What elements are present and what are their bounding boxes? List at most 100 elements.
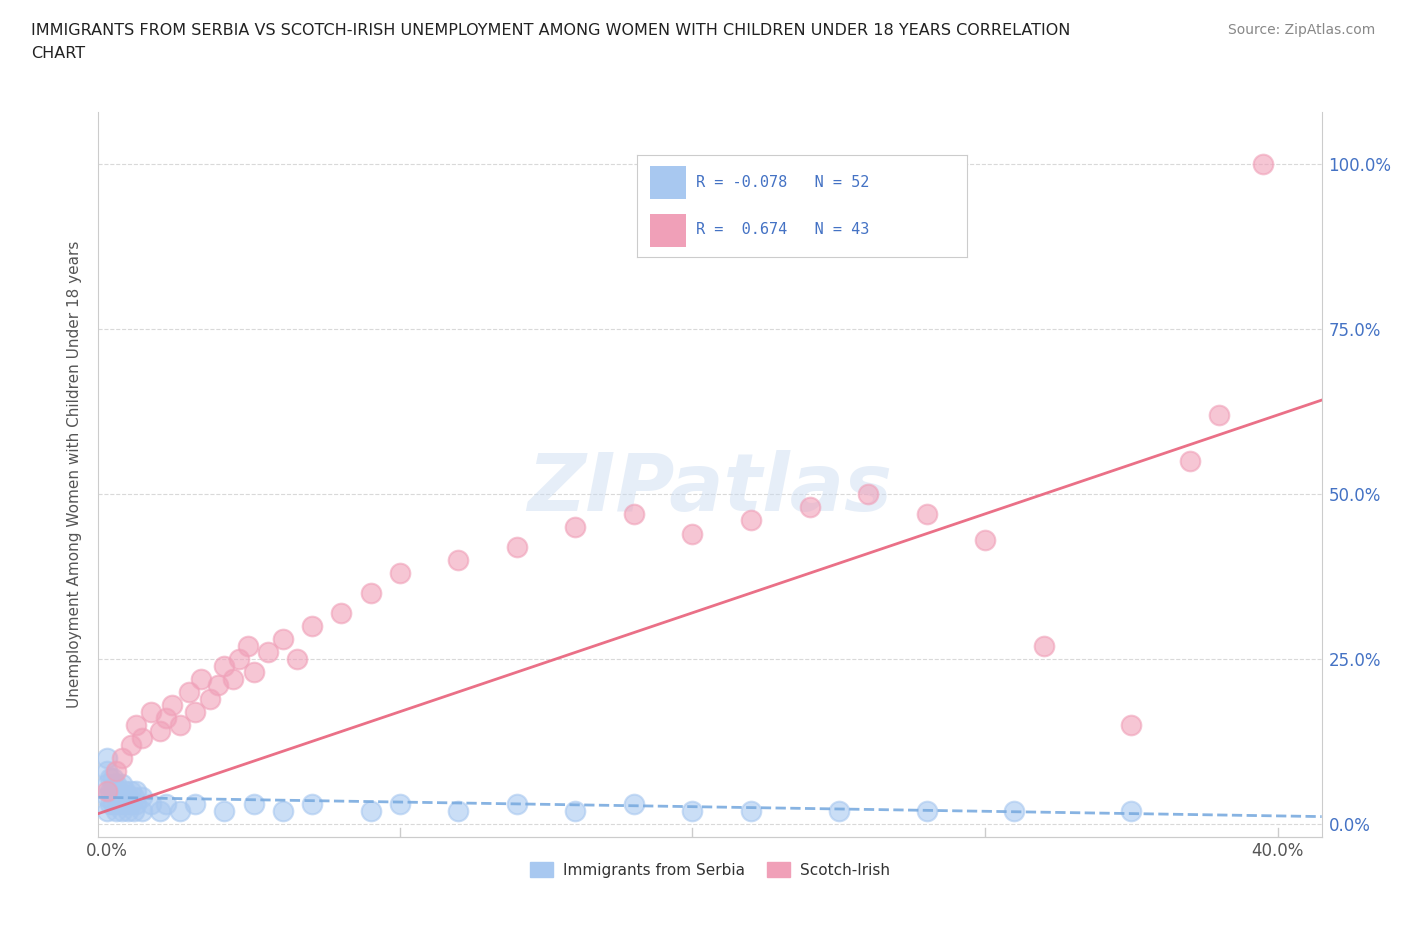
Point <box>506 797 529 812</box>
Point <box>1032 638 1054 653</box>
Point <box>236 638 259 653</box>
Point <box>257 644 280 659</box>
Point <box>564 804 586 818</box>
Point <box>122 790 145 804</box>
Point <box>740 513 762 528</box>
Point <box>98 797 121 812</box>
Point <box>117 790 139 804</box>
Point <box>169 804 191 818</box>
Point <box>111 777 134 791</box>
Point <box>111 804 134 818</box>
Point <box>740 804 762 818</box>
Point <box>169 717 191 732</box>
Point <box>111 751 134 765</box>
Point <box>1121 804 1143 818</box>
Point <box>160 698 183 712</box>
Text: CHART: CHART <box>31 46 84 61</box>
Point <box>179 684 201 699</box>
Point <box>447 804 470 818</box>
Point <box>228 652 250 667</box>
Point <box>447 552 470 567</box>
Point <box>104 790 127 804</box>
Point <box>108 783 131 798</box>
Point <box>388 797 411 812</box>
Point <box>222 671 245 686</box>
Point <box>506 539 529 554</box>
Point <box>122 804 145 818</box>
Point <box>155 797 177 812</box>
Point <box>287 652 309 667</box>
Point <box>114 797 136 812</box>
Point <box>974 533 997 548</box>
Point <box>212 658 235 673</box>
Point <box>98 783 121 798</box>
Point <box>125 797 148 812</box>
Point <box>131 790 153 804</box>
Point <box>101 797 124 812</box>
Point <box>120 737 142 752</box>
Point <box>1002 804 1025 818</box>
Point <box>271 804 294 818</box>
Point <box>101 783 124 798</box>
Point <box>1208 407 1230 422</box>
Point <box>1178 454 1201 469</box>
Point <box>101 770 124 785</box>
Point <box>198 691 221 706</box>
Point <box>184 797 207 812</box>
Point <box>96 804 118 818</box>
Point <box>301 797 323 812</box>
Point <box>330 605 353 620</box>
Point <box>1121 717 1143 732</box>
Point <box>104 777 127 791</box>
Point <box>131 804 153 818</box>
Point <box>139 704 162 719</box>
Point <box>125 717 148 732</box>
Point <box>155 711 177 725</box>
Point <box>149 804 172 818</box>
Point <box>96 777 118 791</box>
Point <box>117 804 139 818</box>
Point <box>96 751 118 765</box>
Point <box>108 797 131 812</box>
Point <box>915 804 938 818</box>
Text: IMMIGRANTS FROM SERBIA VS SCOTCH-IRISH UNEMPLOYMENT AMONG WOMEN WITH CHILDREN UN: IMMIGRANTS FROM SERBIA VS SCOTCH-IRISH U… <box>31 23 1070 38</box>
Point <box>242 665 264 680</box>
Point <box>301 618 323 633</box>
Point <box>120 783 142 798</box>
Point <box>212 804 235 818</box>
Point <box>114 783 136 798</box>
Point <box>564 520 586 535</box>
Text: Source: ZipAtlas.com: Source: ZipAtlas.com <box>1227 23 1375 37</box>
Y-axis label: Unemployment Among Women with Children Under 18 years: Unemployment Among Women with Children U… <box>67 241 83 708</box>
Legend: Immigrants from Serbia, Scotch-Irish: Immigrants from Serbia, Scotch-Irish <box>524 856 896 884</box>
Point <box>139 797 162 812</box>
Point <box>915 507 938 522</box>
Point <box>360 586 382 601</box>
Point <box>131 731 153 746</box>
Point <box>98 770 121 785</box>
Point <box>242 797 264 812</box>
Point <box>120 797 142 812</box>
Point <box>104 764 127 778</box>
Point <box>360 804 382 818</box>
Point <box>184 704 207 719</box>
Point <box>271 631 294 646</box>
Text: ZIPatlas: ZIPatlas <box>527 450 893 528</box>
Point <box>111 790 134 804</box>
Point <box>190 671 212 686</box>
Point <box>207 678 229 693</box>
Point <box>682 526 704 541</box>
Point <box>96 764 118 778</box>
Point <box>96 783 118 798</box>
Point <box>856 486 879 501</box>
Point <box>682 804 704 818</box>
Point <box>623 797 645 812</box>
Point <box>149 724 172 739</box>
Point <box>623 507 645 522</box>
Point <box>104 804 127 818</box>
Point <box>799 499 821 514</box>
Point <box>388 565 411 580</box>
Point <box>96 790 118 804</box>
Point <box>828 804 851 818</box>
Point <box>1251 157 1274 172</box>
